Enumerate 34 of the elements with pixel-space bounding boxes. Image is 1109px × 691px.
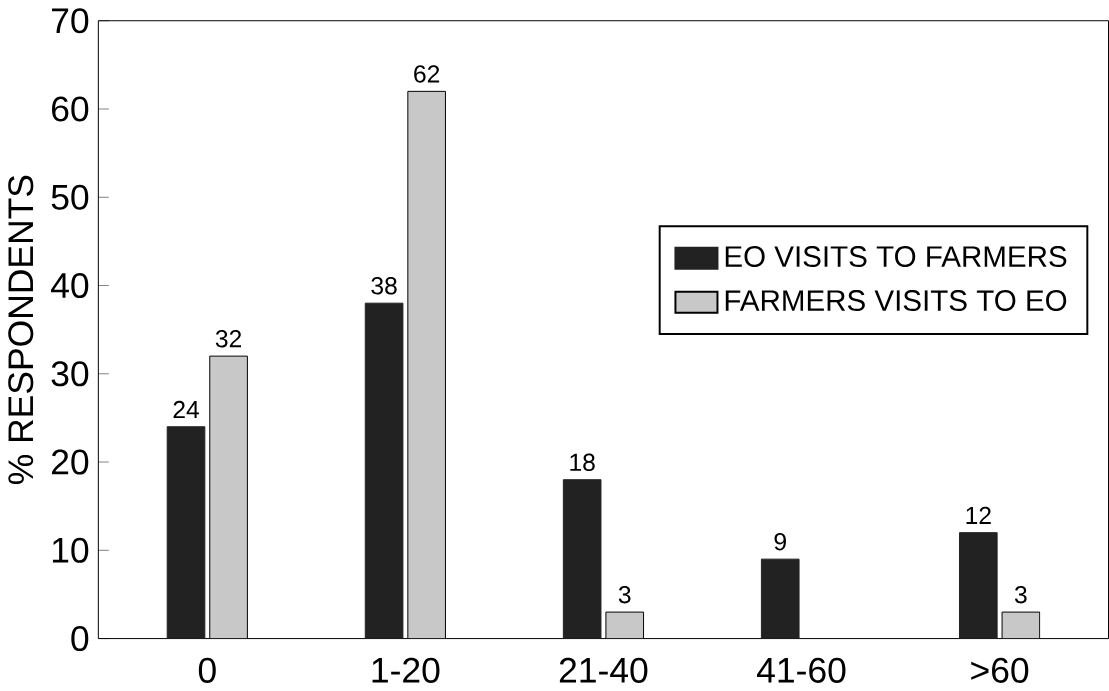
y-tick-label: 50 — [51, 184, 89, 210]
y-tick-label: 0 — [71, 625, 89, 652]
bar — [166, 426, 206, 639]
data-label: 38 — [371, 277, 397, 295]
y-tick-label: 60 — [52, 96, 89, 122]
legend-label: EO VISITS TO FARMERS — [725, 246, 1067, 267]
y-tick-label: 10 — [52, 537, 89, 563]
data-label: 18 — [570, 453, 595, 471]
legend-label: FARMERS VISITS TO EO — [725, 290, 1067, 311]
y-tick-label: 30 — [51, 361, 89, 387]
x-tick-label: 21-40 — [559, 657, 648, 683]
y-tick-label: 40 — [51, 272, 89, 299]
data-label: 3 — [1014, 585, 1027, 604]
data-label: 9 — [774, 532, 786, 551]
data-label: 62 — [414, 65, 440, 83]
data-label: 24 — [173, 400, 199, 419]
bar — [1001, 611, 1041, 639]
bar — [760, 558, 800, 639]
y-tick-label: 20 — [51, 449, 89, 475]
y-axis-title: % RESPONDENTS — [8, 175, 34, 484]
x-tick-label: >60 — [971, 657, 1029, 683]
data-label: 12 — [966, 506, 991, 524]
x-tick-label: 41-60 — [756, 657, 846, 683]
bar — [605, 611, 645, 639]
bar — [407, 90, 446, 639]
bar — [209, 355, 248, 639]
bar — [364, 302, 404, 639]
data-label: 3 — [618, 585, 631, 604]
data-label: 32 — [215, 329, 242, 348]
bar — [959, 532, 998, 639]
bar — [562, 479, 602, 639]
x-tick-label: 0 — [198, 657, 216, 683]
x-tick-label: 1-20 — [372, 657, 440, 683]
y-tick-label: 70 — [52, 8, 89, 34]
